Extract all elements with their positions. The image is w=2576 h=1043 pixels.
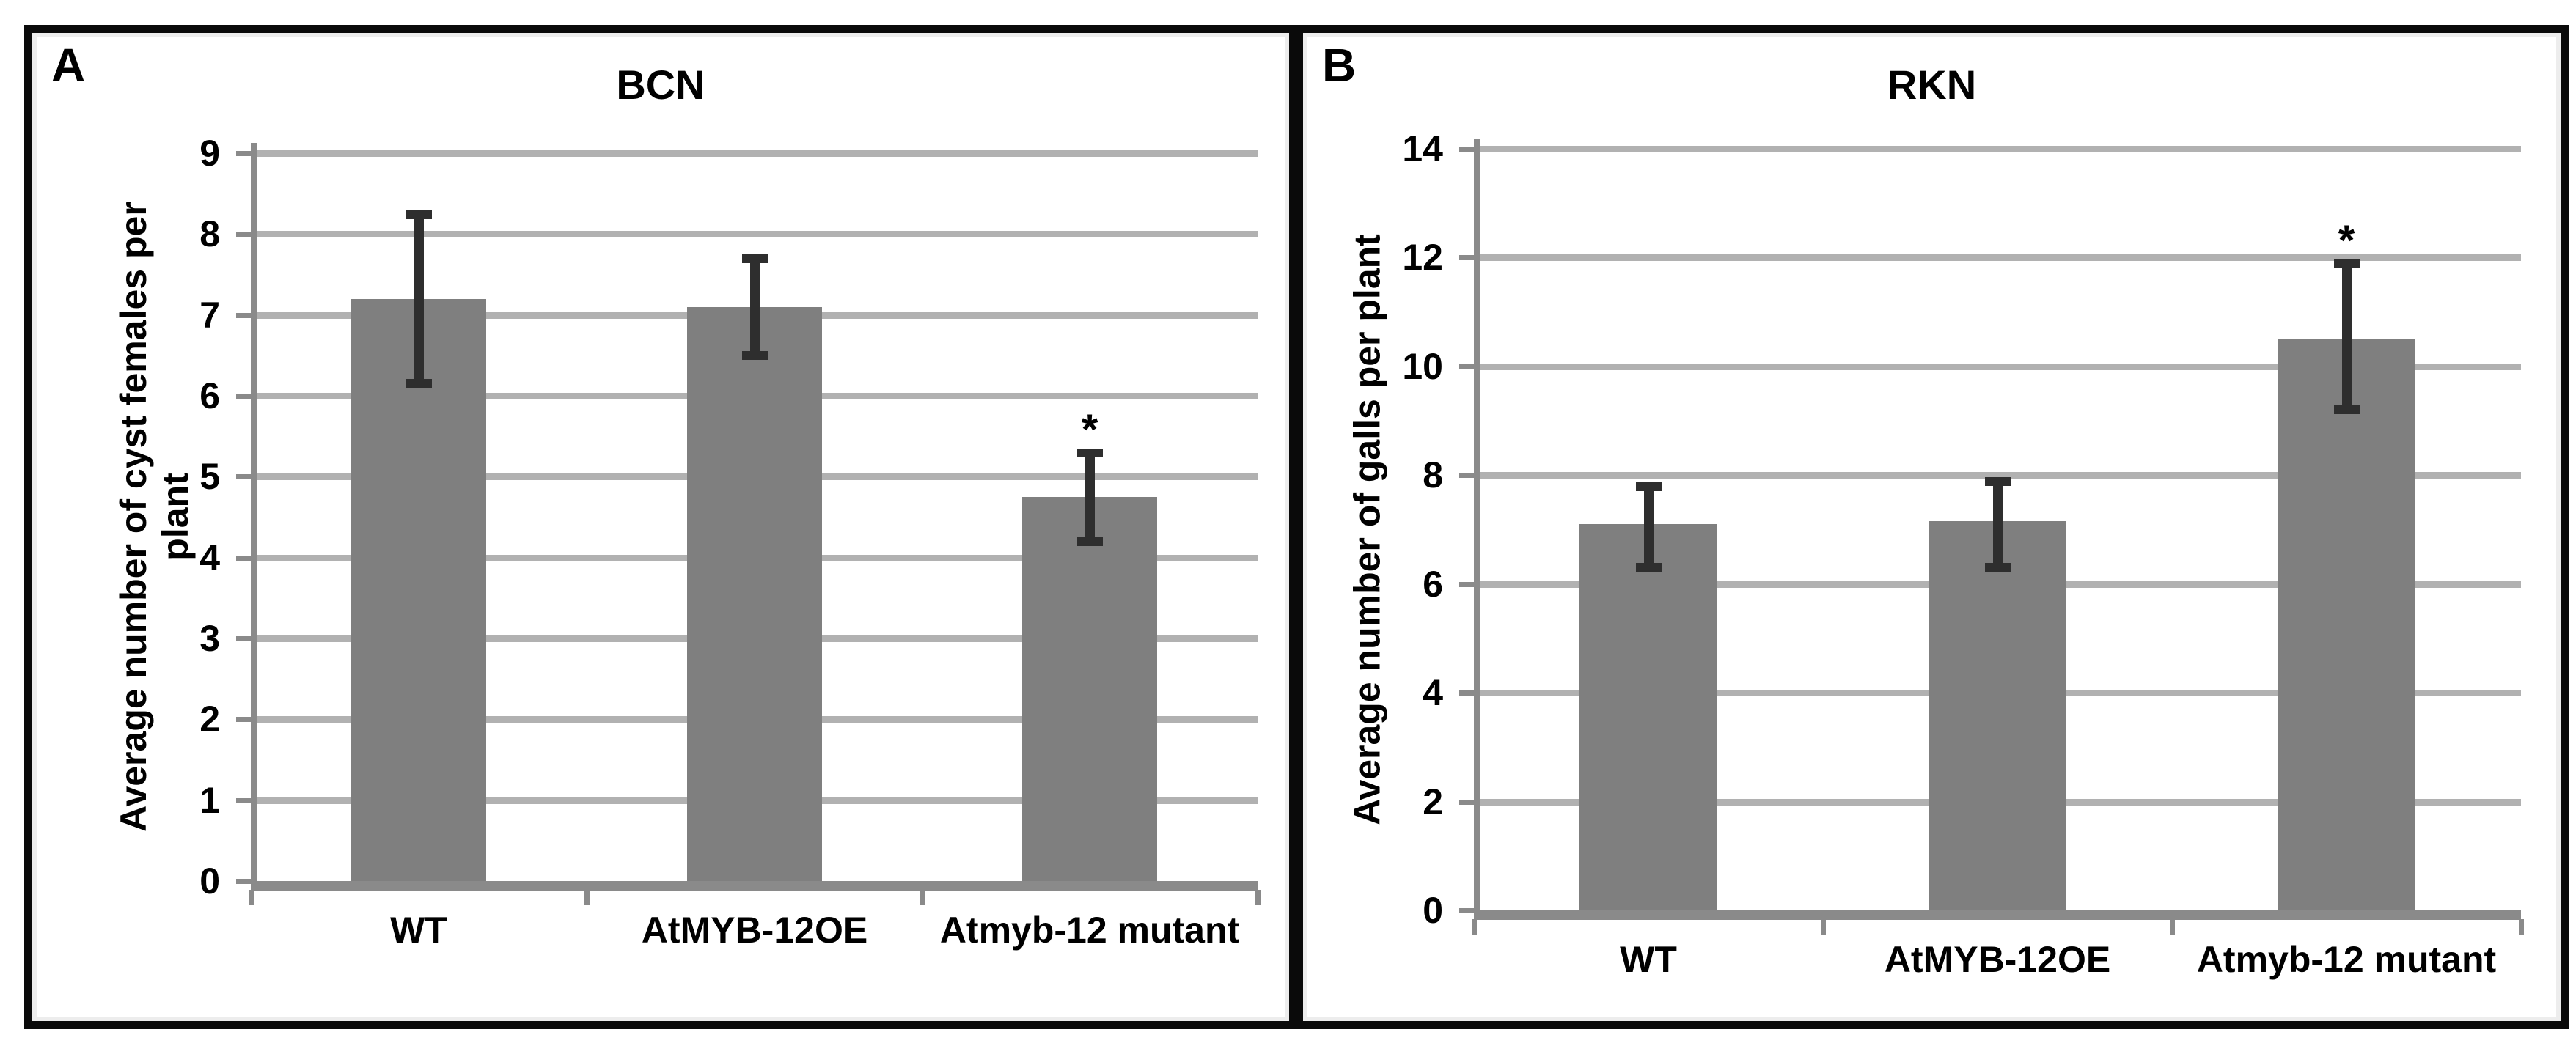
y-tick [1459,908,1474,913]
y-tick [236,717,251,722]
bar [687,307,822,881]
error-bar-cap [742,254,768,263]
y-axis-line [251,143,257,881]
significance-asterisk: * [2338,217,2355,265]
y-tick-label: 0 [199,860,220,902]
y-tick [236,232,251,237]
y-tick [236,394,251,399]
y-axis-line [1474,139,1480,910]
y-tick [236,798,251,803]
x-tick [2519,919,2524,935]
y-tick [1459,364,1474,369]
y-tick [1459,147,1474,152]
y-tick-label: 7 [199,295,220,336]
plot-area-A: 0 1 2 3 4 5 6 7 8 9 WT AtMYB-12OE Atmyb-12 mutant * [32,33,1289,1021]
y-tick [1459,800,1474,805]
y-tick [1459,690,1474,696]
error-bar-whisker [414,214,424,384]
bar [1929,521,2066,910]
chart-title-B: RKN [1887,62,1977,108]
chart-title-A: BCN [616,62,705,108]
error-bar-cap [1077,449,1103,457]
error-bar-cap [1985,477,2011,486]
y-tick-label: 2 [1423,781,1443,822]
x-tick-label: Atmyb-12 mutant [939,910,1240,951]
error-bar-cap [406,210,432,219]
bar [2278,339,2415,910]
x-axis-line [1474,910,2521,920]
x-tick [920,890,925,905]
y-tick [236,636,251,641]
error-bar-cap [1985,563,2011,572]
y-tick-label: 6 [199,375,220,416]
x-tick [249,890,254,905]
error-bar-cap [2334,259,2360,268]
x-tick-label: WT [1620,939,1677,980]
y-tick-label: 14 [1402,128,1443,169]
x-tick-label: AtMYB-12OE [641,910,868,951]
significance-asterisk: * [1081,406,1098,454]
y-tick [1459,255,1474,260]
gridline [251,231,1258,237]
y-tick [236,879,251,884]
y-tick-label: 4 [199,537,220,578]
error-bar-whisker [1644,486,1654,567]
panel-label-B: B [1322,39,1357,92]
panel-A: A BCN Average number of cyst females per… [24,25,1297,1029]
y-tick-label: 8 [1423,454,1443,495]
error-bar-cap [742,351,768,360]
gridline [1474,472,2521,479]
y-tick [236,556,251,561]
x-tick [1821,919,1826,935]
error-bar-cap [1636,563,1662,572]
plot-area-B: 0 2 4 6 8 10 12 14 WT AtMYB-12OE Atmyb-12 mutant * [1303,33,2561,1021]
error-bar-whisker [1993,481,2003,568]
error-bar-cap [406,379,432,388]
y-tick-label: 3 [199,618,220,659]
y-tick-label: 12 [1402,237,1443,278]
bar [1579,524,1717,910]
y-tick-label: 2 [199,699,220,740]
y-tick [1459,582,1474,587]
gridline [1474,254,2521,261]
y-tick-label: 8 [199,213,220,254]
bar [351,299,486,881]
y-tick [236,474,251,479]
y-tick-label: 5 [199,456,220,497]
bar [1022,497,1157,881]
gridline [251,150,1258,157]
y-tick-label: 0 [1423,890,1443,931]
gridline [1474,364,2521,370]
error-bar-whisker [750,258,760,355]
x-tick-label: AtMYB-12OE [1884,939,2111,980]
y-tick-label: 1 [199,780,220,821]
x-tick [2170,919,2175,935]
error-bar-whisker [1085,452,1095,541]
x-tick-label: Atmyb-12 mutant [2196,939,2497,980]
y-tick-label: 10 [1402,346,1443,387]
error-bar-whisker [2342,263,2352,410]
y-tick-label: 6 [1423,564,1443,605]
error-bar-cap [2334,405,2360,414]
y-tick [236,313,251,318]
y-tick-label: 9 [199,133,220,174]
panel-B: B RKN Average number of galls per plant … [1295,25,2569,1029]
y-tick [1459,473,1474,478]
x-tick [1255,890,1261,905]
x-tick-label: WT [390,910,447,951]
gridline [1474,146,2521,152]
x-tick [1472,919,1477,935]
panel-label-A: A [51,39,86,92]
y-tick [236,151,251,156]
y-tick-label: 4 [1423,672,1443,713]
error-bar-cap [1077,537,1103,546]
error-bar-cap [1636,482,1662,491]
x-tick [584,890,590,905]
x-axis-line [251,881,1258,891]
